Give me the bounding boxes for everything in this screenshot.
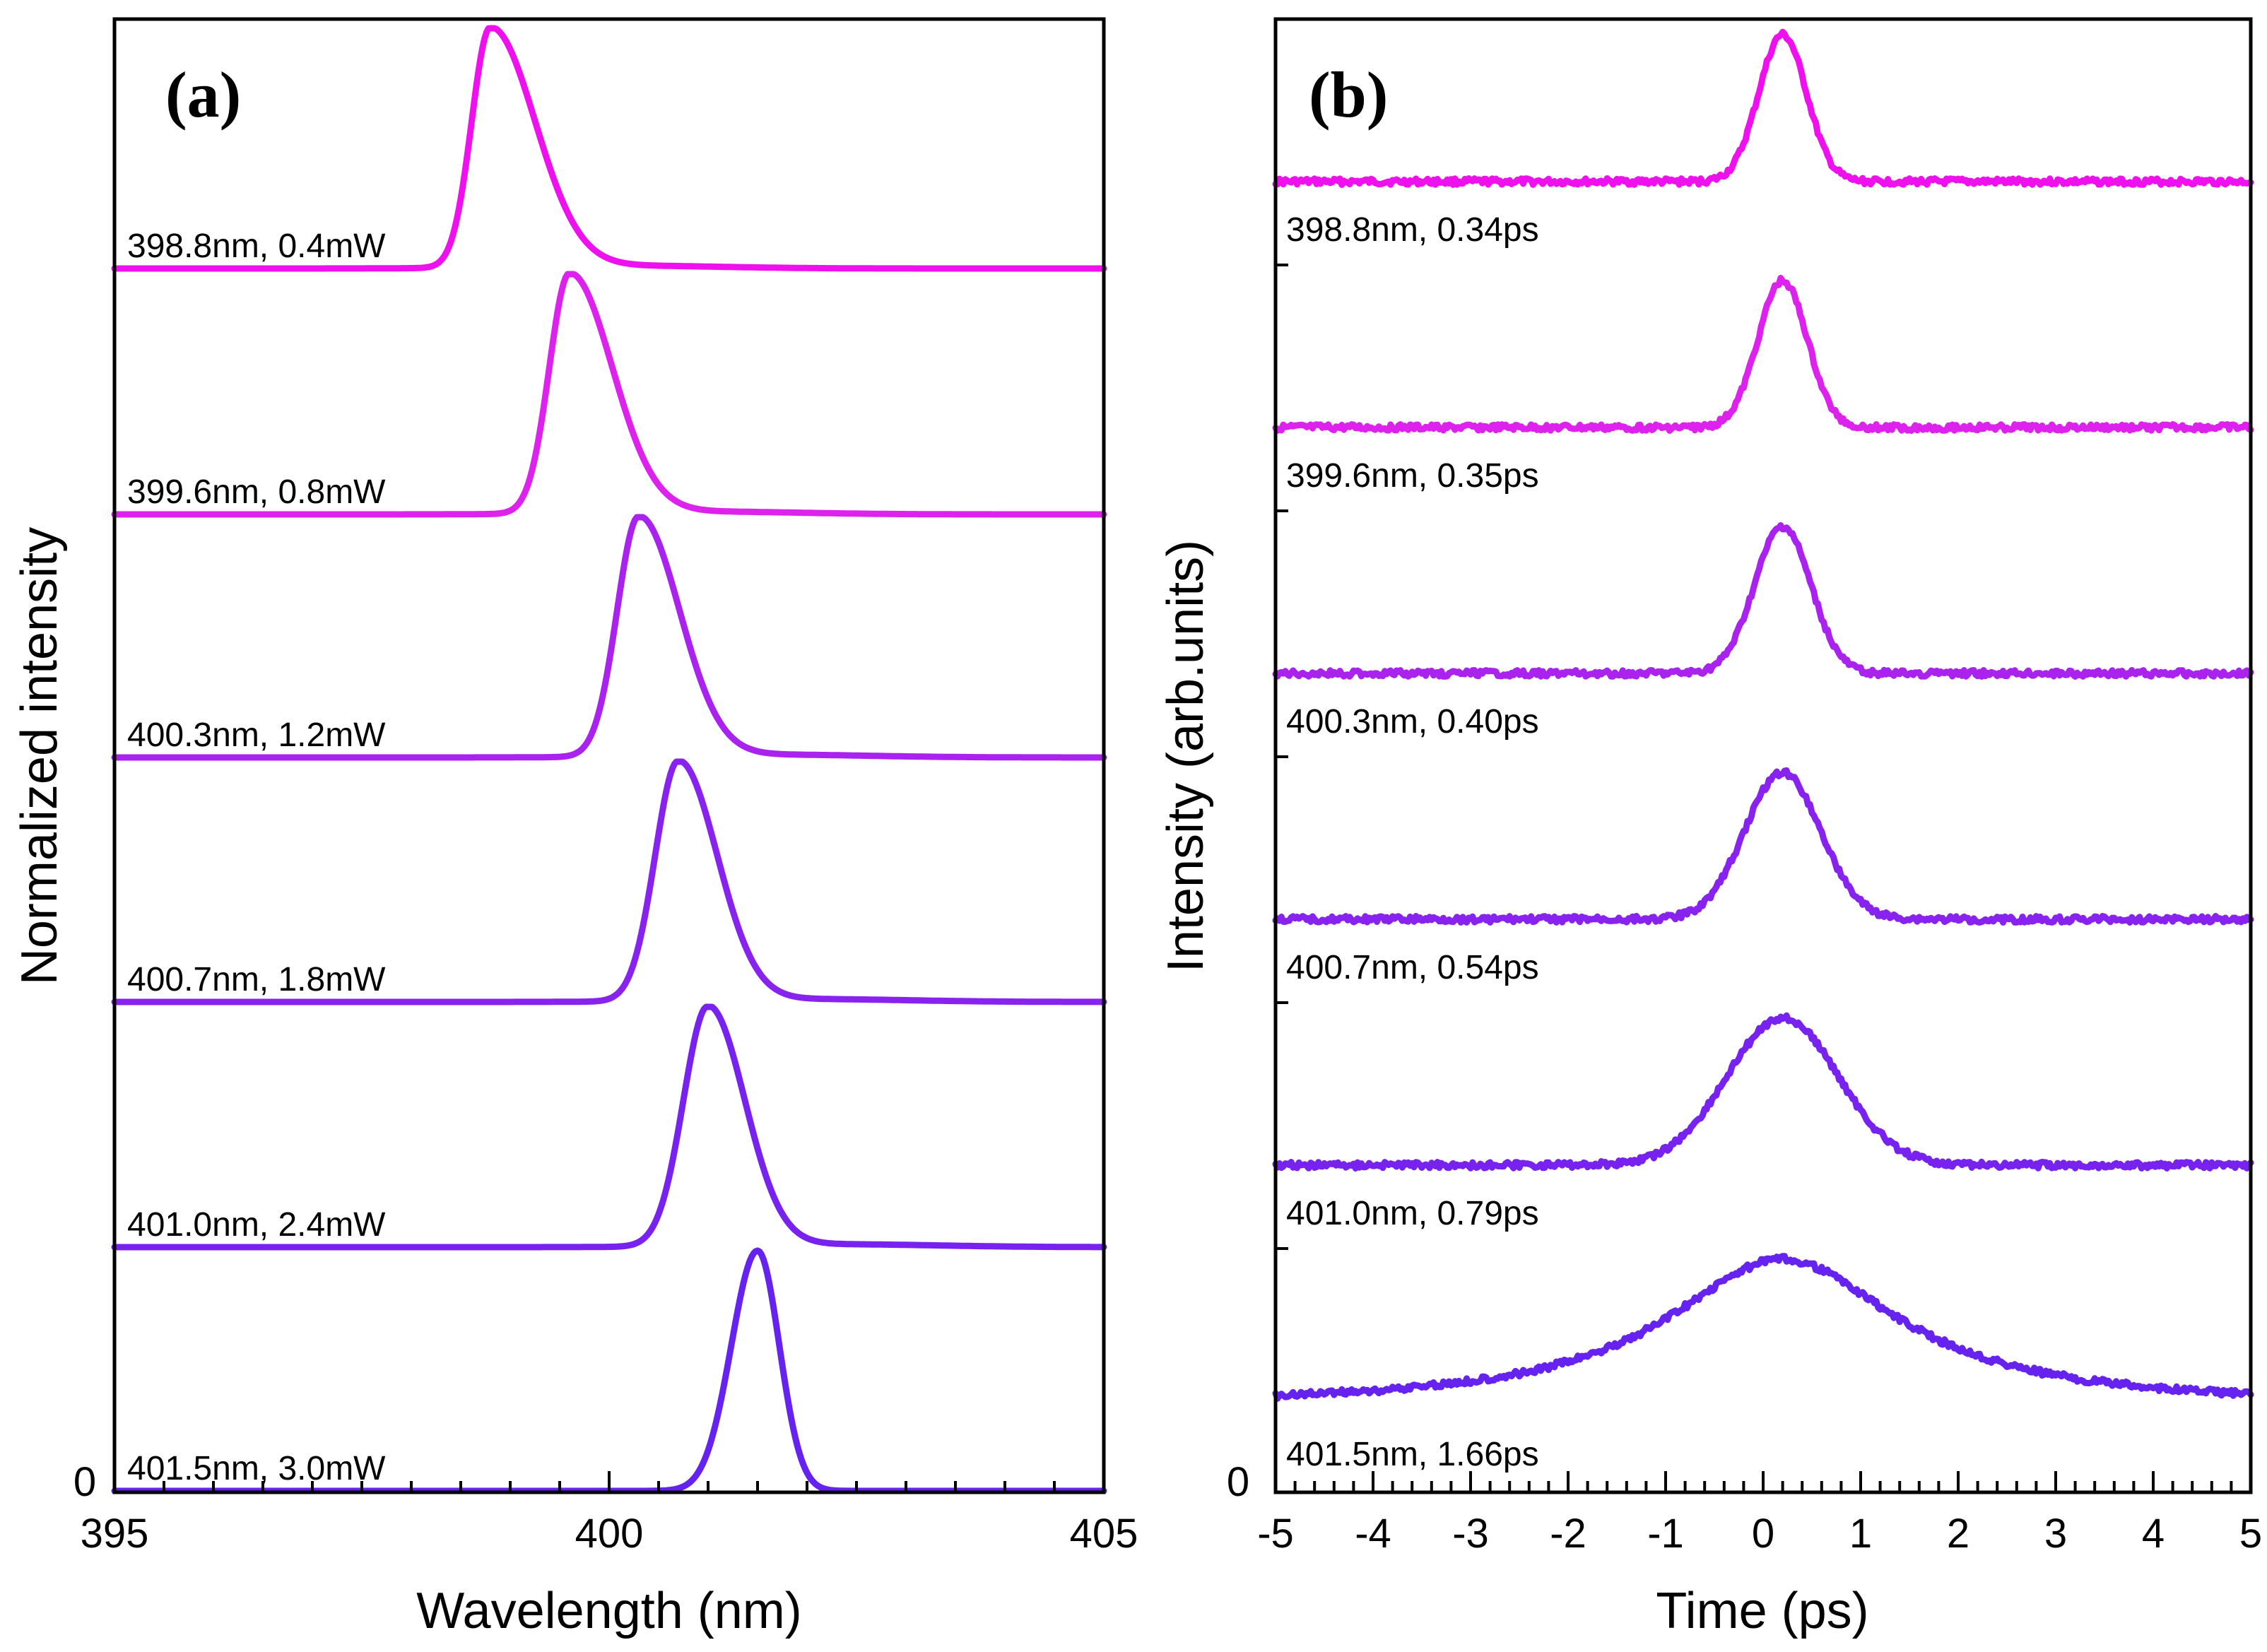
panel-b-x-tick-label: 1 bbox=[1849, 1511, 1872, 1557]
panel-b-series-label: 401.0nm, 0.79ps bbox=[1286, 1195, 1539, 1232]
panel-b-x-tick-label: -5 bbox=[1257, 1511, 1294, 1557]
panel-b-label: (b) bbox=[1309, 59, 1388, 131]
panel-b-frame bbox=[1273, 17, 2253, 1494]
panel-a-series-line bbox=[111, 514, 1107, 761]
panel-b: 398.8nm, 0.34ps 399.6nm, 0.35ps 400.3nm, 0… bbox=[1158, 17, 2262, 1639]
panel-b-series-line bbox=[1272, 1253, 2254, 1402]
panel-b-x-tick-labels: -5 -4 -3 -2 -1 0 1 2 3 4 5 bbox=[1257, 1511, 2262, 1557]
panel-b-x-tick-label: -1 bbox=[1647, 1511, 1684, 1557]
panel-b-x-tick-label: 0 bbox=[1752, 1511, 1774, 1557]
panel-a-series-label: 401.0nm, 2.4mW bbox=[127, 1206, 386, 1244]
panel-b-y-axis-label: Intensity (arb.units) bbox=[1158, 540, 1214, 972]
panel-a-x-tick-label: 400 bbox=[575, 1511, 644, 1557]
panel-b-series-label: 400.3nm, 0.40ps bbox=[1286, 703, 1539, 741]
panel-b-x-tick-label: -2 bbox=[1550, 1511, 1586, 1557]
panel-b-y-ticks bbox=[1276, 264, 1288, 1250]
panel-a-y-axis-label: Normalized intensity bbox=[11, 527, 68, 985]
panel-b-traces bbox=[1272, 28, 2254, 1402]
panel-b-x-tick-label: 2 bbox=[1947, 1511, 1969, 1557]
panel-b-x-tick-label: -3 bbox=[1452, 1511, 1489, 1557]
panel-a-series-line bbox=[111, 1003, 1107, 1251]
panel-a-x-tick-label: 405 bbox=[1070, 1511, 1138, 1557]
panel-b-series-label: 399.6nm, 0.35ps bbox=[1286, 457, 1539, 495]
panel-b-series-line bbox=[1272, 767, 2254, 926]
panel-a-series-label: 398.8nm, 0.4mW bbox=[127, 228, 386, 265]
panel-b-x-ticks bbox=[1274, 1471, 2252, 1492]
panel-b-series-label: 400.7nm, 0.54ps bbox=[1286, 949, 1539, 986]
panel-b-series-label: 398.8nm, 0.34ps bbox=[1286, 211, 1539, 249]
panel-b-trace-labels: 398.8nm, 0.34ps 399.6nm, 0.35ps 400.3nm, 0… bbox=[1286, 211, 1539, 1473]
panel-a: 398.8nm, 0.4mW 399.6nm, 0.8mW 400.3nm, 1.2… bbox=[11, 17, 1138, 1639]
panel-a-series-label: 399.6nm, 0.8mW bbox=[127, 473, 386, 511]
panel-a-y-zero-label: 0 bbox=[73, 1459, 96, 1505]
panel-b-series-line bbox=[1272, 275, 2254, 434]
panel-b-x-tick-label: 5 bbox=[2239, 1511, 2262, 1557]
panel-a-frame bbox=[112, 17, 1106, 1494]
panel-b-series-line bbox=[1272, 1012, 2254, 1172]
panel-b-x-axis-label: Time (ps) bbox=[1656, 1583, 1868, 1639]
panel-a-series-line bbox=[111, 271, 1107, 518]
panel-b-series-line bbox=[1272, 28, 2254, 188]
panel-b-x-tick-label: 4 bbox=[2142, 1511, 2165, 1557]
panel-a-x-tick-labels: 395 400 405 bbox=[81, 1511, 1138, 1557]
panel-a-x-tick-label: 395 bbox=[81, 1511, 149, 1557]
panel-a-trace-labels: 398.8nm, 0.4mW 399.6nm, 0.8mW 400.3nm, 1.2… bbox=[127, 228, 386, 1487]
panel-a-series-line bbox=[111, 758, 1107, 1005]
panel-a-series-line bbox=[111, 25, 1107, 272]
panel-a-series-label: 400.3nm, 1.2mW bbox=[127, 716, 386, 754]
panel-a-series-label: 401.5nm, 3.0mW bbox=[127, 1450, 386, 1487]
panel-b-y-zero-label: 0 bbox=[1227, 1459, 1249, 1505]
panel-b-series-line bbox=[1272, 522, 2254, 680]
panel-b-series-label: 401.5nm, 1.66ps bbox=[1286, 1436, 1539, 1473]
panel-a-series-label: 400.7nm, 1.8mW bbox=[127, 961, 386, 998]
panel-a-label: (a) bbox=[165, 59, 241, 131]
panel-a-x-axis-label: Wavelength (nm) bbox=[416, 1583, 802, 1639]
panel-b-x-tick-label: 3 bbox=[2044, 1511, 2067, 1557]
panel-b-x-tick-label: -4 bbox=[1355, 1511, 1391, 1557]
